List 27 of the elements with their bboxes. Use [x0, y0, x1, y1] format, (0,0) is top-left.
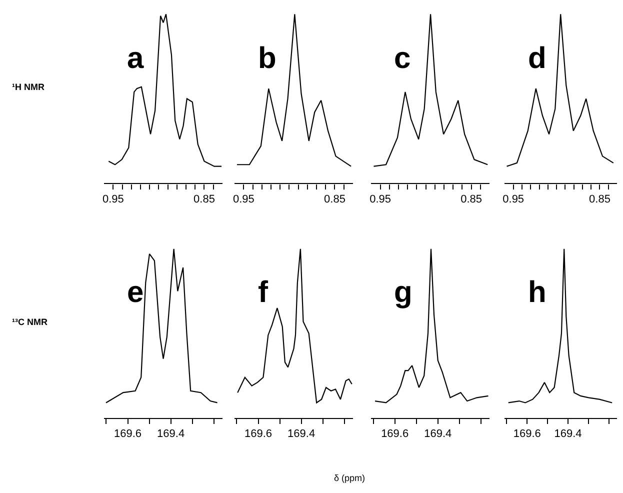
x-tick-label: 0.85	[194, 194, 215, 206]
x-tick-label: 0.85	[589, 194, 610, 206]
text: g	[394, 276, 412, 309]
x-tick-label: 169.6	[513, 428, 541, 440]
text: h	[528, 276, 546, 309]
text: c	[394, 42, 411, 75]
x-tick-label: 0.85	[324, 194, 346, 206]
text: a	[127, 42, 144, 75]
x-tick-label: 0.95	[370, 194, 391, 206]
text: ¹H NMR	[12, 82, 45, 92]
text: d	[528, 42, 546, 75]
x-tick-label: 0.95	[232, 194, 254, 206]
x-tick-label: 169.4	[424, 428, 452, 440]
x-tick-label: 169.6	[381, 428, 409, 440]
text: ¹³C NMR	[12, 317, 48, 327]
x-tick-label: 0.95	[502, 194, 524, 206]
text: δ (ppm)	[334, 473, 366, 483]
x-tick-label: 0.95	[102, 194, 124, 206]
x-tick-label: 169.4	[157, 428, 185, 440]
text: f	[258, 276, 269, 309]
text: b	[258, 42, 276, 75]
x-tick-label: 169.6	[244, 428, 272, 440]
text: e	[127, 276, 144, 309]
x-tick-label: 0.85	[460, 194, 482, 206]
x-tick-label: 169.4	[288, 428, 316, 440]
x-tick-label: 169.6	[114, 428, 142, 440]
x-tick-label: 169.4	[554, 428, 582, 440]
